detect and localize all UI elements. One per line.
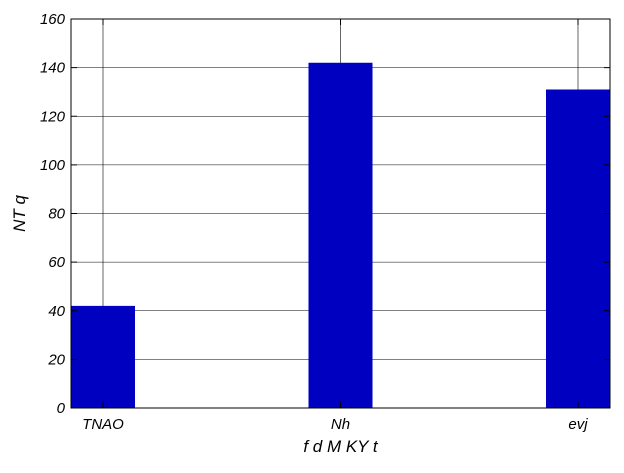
y-tick-label: 60 xyxy=(48,254,65,271)
x-tick-label: evj xyxy=(568,416,588,433)
x-axis-label: f d M KY t xyxy=(303,437,379,456)
y-tick-label: 140 xyxy=(40,60,66,77)
y-tick-label: 80 xyxy=(48,206,65,223)
bar-evj xyxy=(546,89,610,408)
tick-layer: 0 20 40 60 80 100 120 140 160 TNAO Nh evj xyxy=(40,11,610,433)
bar-tnao xyxy=(71,305,135,408)
y-tick-label: 160 xyxy=(40,11,66,28)
bar-nh xyxy=(308,62,373,408)
x-tick-label: Nh xyxy=(331,416,350,433)
y-axis-label: NT q xyxy=(10,195,29,232)
y-tick-label: 0 xyxy=(57,400,66,417)
bar-layer xyxy=(71,62,610,408)
x-tick-label: TNAO xyxy=(82,416,124,433)
y-tick-label: 20 xyxy=(47,351,65,368)
y-tick-label: 120 xyxy=(40,108,66,125)
y-tick-label: 100 xyxy=(40,157,66,174)
y-tick-label: 40 xyxy=(48,303,65,320)
